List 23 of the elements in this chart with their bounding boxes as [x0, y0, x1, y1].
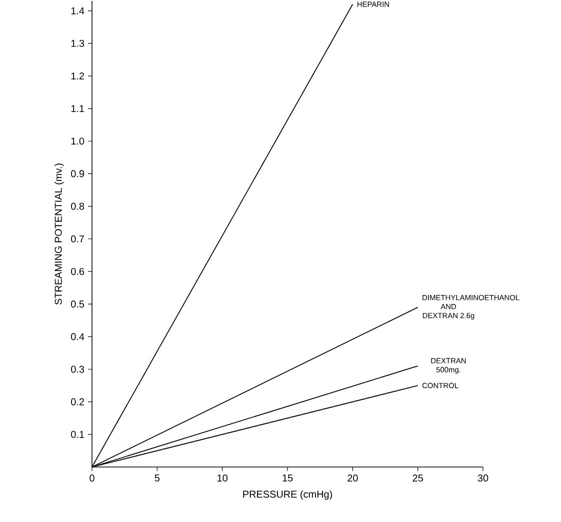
x-tick-label: 30	[478, 474, 488, 482]
y-tick-label: 0.9	[71, 170, 84, 178]
y-tick-label: 0.8	[71, 202, 84, 210]
x-tick-label: 15	[282, 474, 293, 482]
y-tick-label: 0.6	[71, 268, 84, 275]
y-tick-label: 1.4	[71, 7, 84, 14]
x-tick-label: 10	[218, 474, 228, 482]
y-tick-label: 1.2	[71, 72, 84, 80]
y-tick-label: 0.1	[71, 430, 84, 438]
x-tick-label: 0	[90, 474, 94, 482]
y-tick-label: 1.3	[71, 40, 84, 47]
x-tick-label: 25	[412, 474, 423, 482]
y-tick-label: 1.0	[71, 138, 84, 145]
y-tick-label: 0.2	[71, 398, 84, 406]
y-tick-label: 0.5	[71, 300, 84, 308]
y-axis-title: STREAMING POTENTIAL (mv.)	[54, 164, 64, 305]
y-tick-label: 0.7	[71, 235, 84, 242]
y-tick-label: 1.1	[71, 105, 84, 112]
y-tick-label: 0.3	[71, 366, 84, 373]
x-tick-label: 5	[154, 474, 160, 482]
x-tick-label: 20	[348, 474, 358, 482]
y-tick-label: 0.4	[71, 333, 84, 340]
x-axis-title: PRESSURE (cmHg)	[243, 490, 332, 500]
